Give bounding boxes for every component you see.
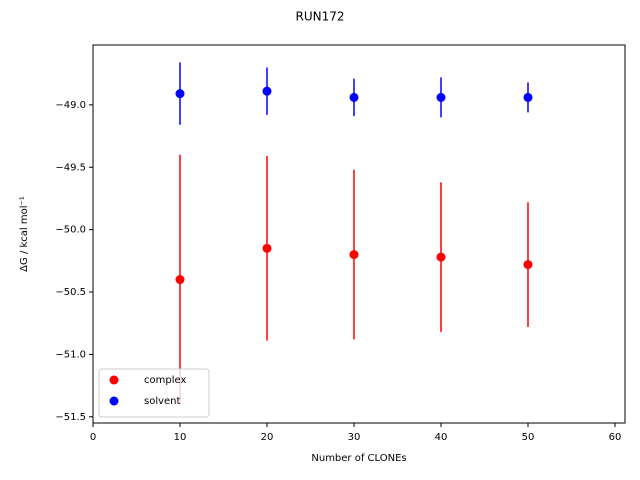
point	[523, 260, 533, 270]
y-tick-label: −49.0	[55, 100, 86, 111]
legend: complex solvent	[98, 368, 210, 418]
y-axis-label: ΔG / kcal mol⁻¹	[19, 196, 30, 272]
point	[262, 86, 272, 96]
legend-frame	[98, 368, 210, 418]
legend-label: solvent	[144, 396, 181, 407]
x-tick-label: 30	[348, 432, 361, 443]
legend-marker	[109, 396, 119, 406]
x-tick-label: 10	[174, 432, 187, 443]
x-tick-label: 40	[435, 432, 448, 443]
legend-label: complex	[144, 375, 186, 386]
point	[175, 275, 185, 285]
point	[523, 92, 533, 102]
x-tick-label: 0	[90, 432, 96, 443]
point	[349, 92, 359, 102]
chart-title: RUN172	[295, 10, 344, 24]
y-tick-label: −49.5	[55, 162, 86, 173]
plot-frame	[92, 44, 626, 424]
point	[262, 243, 272, 253]
legend-marker	[109, 375, 119, 385]
x-axis-label: Number of CLONEs	[311, 453, 406, 464]
point	[436, 252, 446, 262]
y-tick-label: −50.0	[55, 225, 86, 236]
point	[175, 89, 185, 99]
point	[349, 250, 359, 260]
point	[436, 92, 446, 102]
y-tick-label: −51.5	[55, 412, 86, 423]
x-tick-label: 20	[261, 432, 274, 443]
x-tick-label: 50	[522, 432, 535, 443]
x-tick-label: 60	[609, 432, 622, 443]
y-tick-label: −50.5	[55, 287, 86, 298]
y-tick-label: −51.0	[55, 349, 86, 360]
